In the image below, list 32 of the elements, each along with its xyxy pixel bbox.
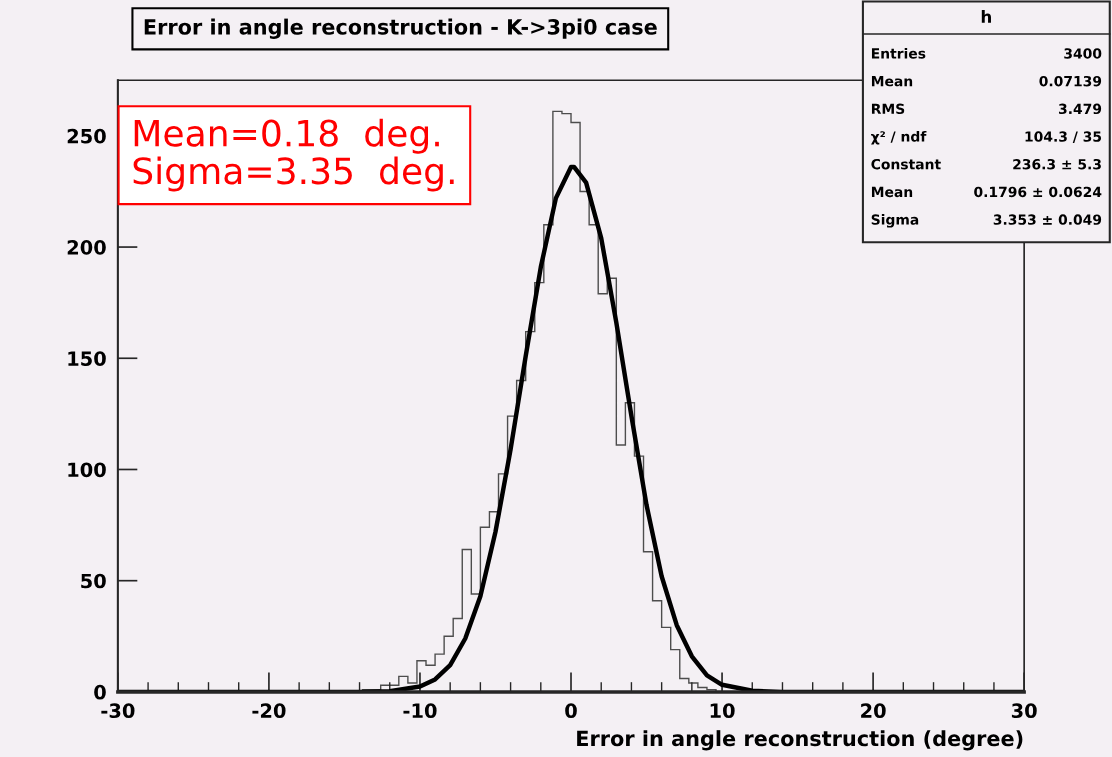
annotation: χ² / ndf: [871, 131, 927, 145]
y-tick-label: 150: [68, 351, 106, 366]
text: 3.479: [1058, 103, 1102, 115]
y-tick-label: 100: [68, 462, 106, 478]
x-tick-label: 0: [565, 703, 577, 719]
text: 104.3 / 35: [1025, 131, 1102, 143]
y-tick-label: 200: [67, 240, 106, 255]
annotation: Constant: [871, 158, 941, 170]
x-tick-label: 30: [1011, 703, 1037, 719]
text: 3400: [1064, 48, 1102, 59]
x-tick-label: -20: [252, 703, 286, 719]
x-tick-label: 20: [861, 703, 886, 719]
annotation: Mean=0.18 deg.: [134, 118, 439, 154]
chart-title: Error in angle reconstruction - K->3pi0 case: [144, 18, 657, 39]
text: h: [981, 10, 991, 23]
x-tick-label: 10: [710, 703, 735, 719]
annotation: Sigma=3.35 deg.: [133, 156, 454, 192]
annotation: Mean: [871, 186, 913, 198]
y-tick-label: 0: [94, 684, 106, 700]
annotation: 0.1796 ± 0.0624: [974, 186, 1102, 198]
text: 0.07139: [1039, 75, 1102, 87]
annotation: 236.3 ± 5.3: [1013, 158, 1101, 170]
x-tick-label: -10: [403, 703, 437, 719]
annotation: Mean: [871, 76, 913, 87]
x-tick-label: -30: [101, 703, 135, 719]
annotation: Sigma: [871, 214, 919, 228]
text: Entries: [871, 47, 926, 59]
y-tick-label: 50: [81, 573, 106, 589]
y-tick-label: 250: [67, 128, 106, 144]
annotation: RMS: [871, 103, 905, 115]
annotation: 3.353 ± 0.049: [993, 214, 1102, 225]
x-axis-title: Error in angle reconstruction (degree): [577, 730, 1023, 751]
